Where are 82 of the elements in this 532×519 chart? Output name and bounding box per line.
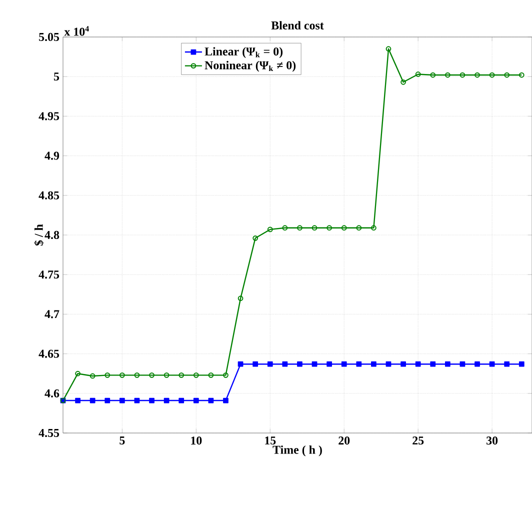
point	[415, 361, 421, 367]
point	[149, 372, 154, 378]
chart-title: Blend cost	[271, 21, 324, 30]
point	[341, 361, 347, 367]
point	[371, 361, 376, 367]
point	[312, 361, 318, 367]
x-tick-label: 30	[486, 436, 498, 445]
y-tick-label: 4.65	[38, 350, 60, 358]
point	[178, 398, 184, 404]
point	[341, 225, 347, 231]
point	[238, 296, 244, 302]
point	[178, 372, 184, 378]
point	[297, 361, 302, 367]
point	[386, 361, 392, 367]
point	[356, 361, 362, 367]
point	[252, 361, 258, 367]
x-axis-title: Time ( h )	[272, 445, 322, 456]
point	[356, 225, 362, 231]
point	[474, 361, 480, 367]
y-tick-label: 4.85	[38, 191, 60, 200]
point	[444, 72, 450, 78]
point	[400, 79, 406, 85]
point	[208, 372, 214, 378]
point	[90, 398, 96, 404]
point	[460, 361, 466, 367]
point	[267, 226, 273, 232]
point	[267, 361, 273, 367]
x-tick-label: 5	[120, 436, 125, 444]
point	[460, 72, 466, 78]
point	[400, 361, 406, 367]
x-tick-label: 10	[191, 436, 202, 445]
point	[504, 361, 510, 367]
point	[518, 361, 524, 367]
y-tick-label: 4.8	[44, 230, 60, 240]
point	[164, 372, 170, 378]
point	[104, 372, 110, 378]
point	[312, 225, 318, 231]
point	[282, 225, 288, 231]
point	[297, 225, 302, 231]
point	[90, 373, 96, 379]
y-tick-label: 4.7	[44, 310, 60, 318]
point	[75, 370, 80, 376]
point	[134, 372, 140, 378]
point	[223, 372, 228, 378]
point	[489, 361, 495, 367]
point	[282, 361, 288, 367]
point	[193, 398, 199, 404]
point	[119, 398, 125, 404]
point	[415, 72, 421, 77]
x-tick-label: 20	[338, 436, 350, 445]
point	[119, 372, 125, 378]
point	[164, 398, 170, 404]
legend-label: Linear (Ψ$_{k}$ = 0)	[204, 47, 283, 58]
y-tick-label: 5.05	[39, 32, 60, 42]
point	[149, 398, 154, 404]
y-tick-label: 4.95	[38, 112, 60, 120]
point	[238, 361, 244, 367]
y-tick-label: 4.9	[44, 152, 60, 160]
y-tick-label: 5	[54, 72, 60, 81]
text: x 10$^{4}$	[64, 26, 89, 36]
point	[430, 361, 436, 367]
y-tick-label: 4.75	[38, 270, 60, 279]
point	[371, 225, 376, 231]
y-tick-label: 4.6	[44, 389, 60, 398]
point	[444, 361, 450, 367]
point	[504, 72, 510, 78]
point	[252, 235, 258, 241]
point	[104, 398, 110, 404]
x-tick-label: 25	[412, 436, 424, 445]
point	[386, 46, 392, 52]
y-tick-label: 4.55	[38, 428, 60, 438]
y-axis-title: $ / h	[34, 224, 44, 246]
point	[326, 225, 332, 231]
legend-label: Noninear (Ψ$_{k}$ ≠ 0)	[204, 60, 296, 72]
point	[75, 398, 80, 404]
point	[430, 72, 436, 78]
point	[223, 398, 228, 404]
point	[489, 72, 495, 78]
point	[326, 361, 332, 367]
point	[193, 372, 199, 378]
x-tick-label: 15	[265, 436, 276, 445]
point	[474, 72, 480, 78]
